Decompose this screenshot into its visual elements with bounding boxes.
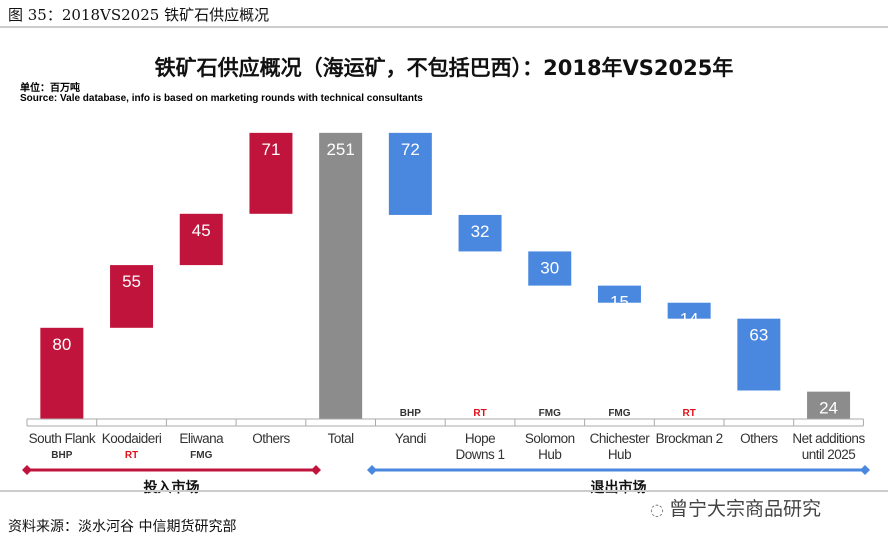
company-label: FMG [608, 408, 630, 419]
company-label: BHP [51, 450, 72, 461]
category-label: Eliwana [179, 431, 224, 446]
footer-source: 资料来源：淡水河谷 中信期货研究部 [8, 519, 237, 535]
category-label: Hub [538, 447, 561, 462]
category-label: South Flank [29, 431, 96, 446]
chart-title: 铁矿石供应概况（海运矿，不包括巴西）：2018年VS2025年 [154, 56, 734, 80]
bar [528, 251, 572, 286]
source-note: Source: Vale database, info is based on … [20, 93, 423, 104]
category-label: Net additions [792, 431, 865, 446]
category-label: until 2025 [802, 447, 856, 462]
company-label: FMG [190, 450, 212, 461]
category-label: Brockman 2 [656, 431, 723, 446]
data-label: 24 [819, 399, 838, 418]
category-label: Downs 1 [456, 447, 505, 462]
diamond-icon [367, 465, 377, 475]
bar [458, 214, 502, 252]
category-label: Total [328, 431, 355, 446]
group-label: 投入市场 [144, 479, 200, 496]
bar [597, 285, 641, 303]
diamond-icon [22, 465, 32, 475]
bar [737, 318, 781, 391]
company-label: BHP [400, 408, 421, 419]
diamond-icon [860, 465, 870, 475]
watermark: ◌ 曾宁大宗商品研究 [650, 494, 821, 521]
company-label: FMG [539, 408, 561, 419]
bar [667, 302, 711, 319]
data-label: 32 [471, 222, 490, 241]
category-label: Others [740, 431, 778, 446]
category-label: Solomon [525, 431, 575, 446]
data-label: 45 [192, 221, 211, 240]
bar [110, 265, 154, 328]
data-label: 72 [401, 140, 420, 159]
data-label: 30 [540, 258, 559, 277]
category-label: Hub [608, 447, 631, 462]
watermark-text: 曾宁大宗商品研究 [669, 498, 822, 520]
group-label: 退出市场 [591, 479, 647, 496]
bottom-divider [0, 490, 888, 492]
figure-caption: 图 35：2018VS2025 铁矿石供应概况 [8, 6, 270, 24]
diamond-icon [311, 465, 321, 475]
unit-label: 单位：百万吨 [20, 83, 80, 94]
data-label: 14 [680, 310, 699, 329]
company-label: RT [473, 408, 486, 419]
category-label: Hope [465, 431, 495, 446]
company-label: RT [125, 450, 138, 461]
category-label: Chichester [590, 431, 651, 446]
category-label: Koodaideri [102, 431, 162, 446]
data-label: 71 [261, 140, 280, 159]
bar [249, 132, 293, 214]
bar [40, 327, 84, 419]
company-label: RT [682, 408, 695, 419]
bar [179, 213, 223, 266]
category-label: Yandi [395, 431, 427, 446]
wechat-icon: ◌ [650, 500, 670, 519]
data-label: 55 [122, 272, 141, 291]
data-label: 63 [749, 326, 768, 345]
bar [388, 132, 432, 215]
data-label: 80 [52, 335, 71, 354]
data-label: 251 [326, 140, 354, 159]
data-label: 15 [610, 293, 629, 312]
bar [319, 132, 363, 420]
bar [807, 391, 851, 419]
top-divider [0, 26, 888, 28]
category-label: Others [252, 431, 290, 446]
